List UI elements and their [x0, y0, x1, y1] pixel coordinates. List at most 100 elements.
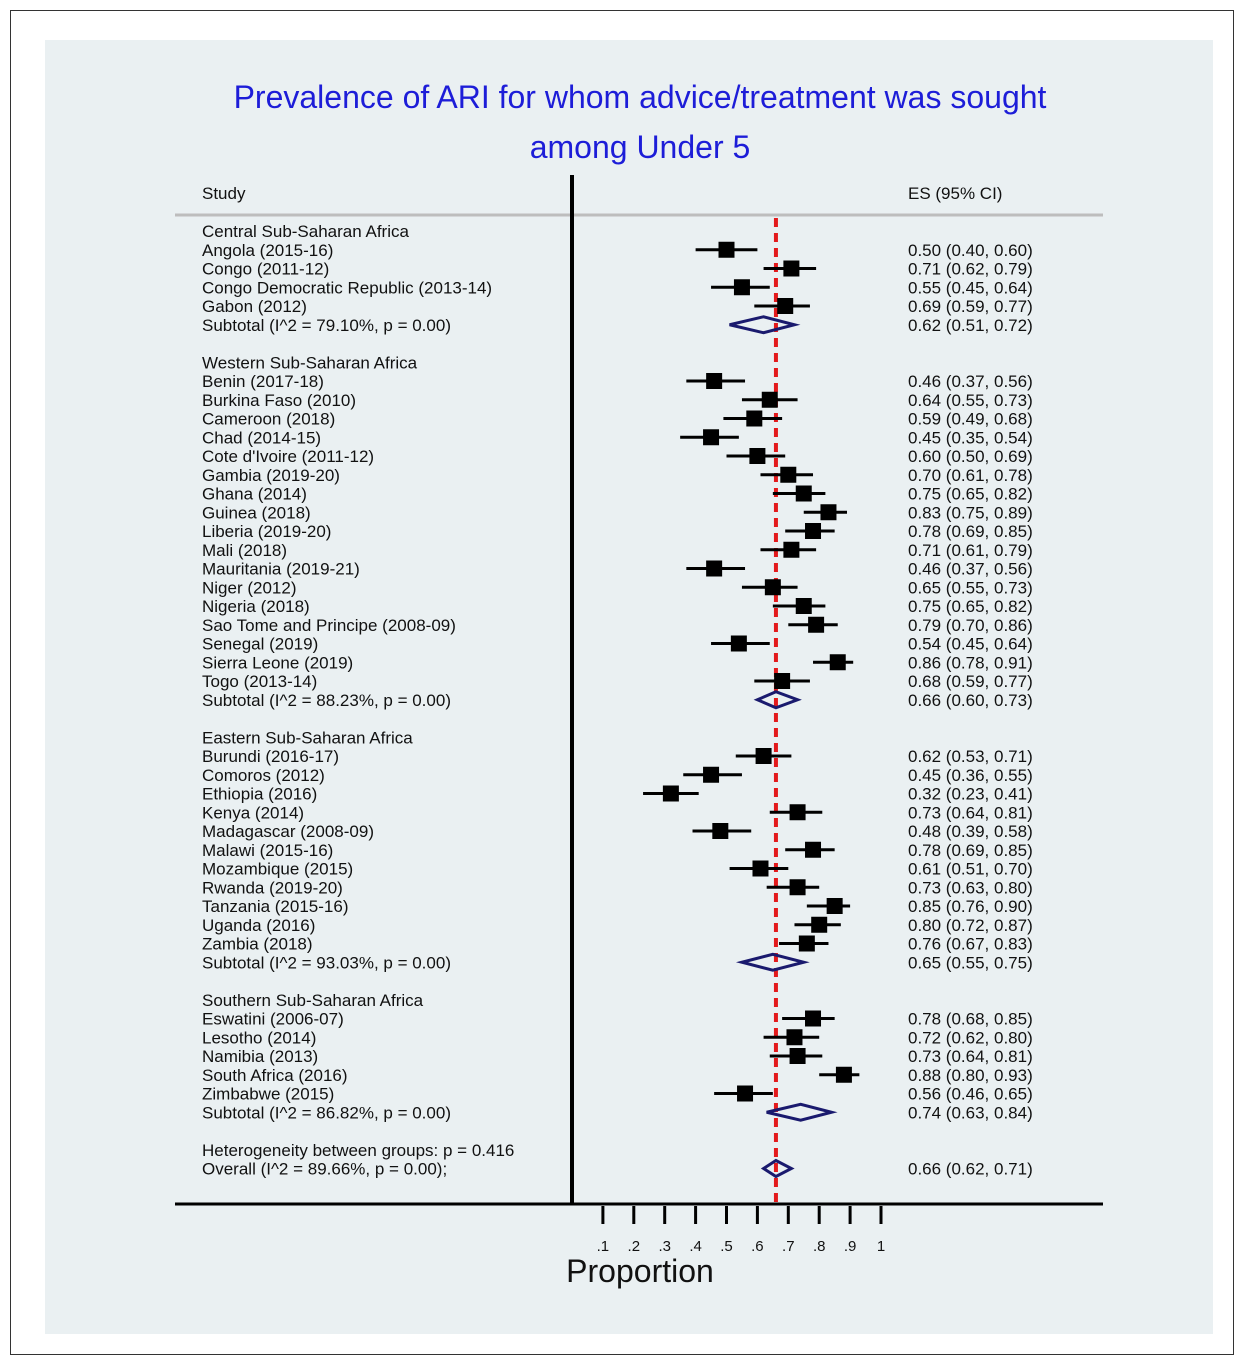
es-value: 0.59 (0.49, 0.68) — [908, 410, 1033, 429]
es-value: 0.75 (0.65, 0.82) — [908, 485, 1033, 504]
point-estimate-marker — [808, 616, 825, 633]
point-estimate-marker — [820, 504, 837, 521]
point-estimate-marker — [829, 654, 846, 671]
study-label: Mali (2018) — [202, 541, 287, 560]
es-value: 0.64 (0.55, 0.73) — [908, 391, 1033, 410]
plot-background — [45, 40, 1213, 1334]
es-value: 0.83 (0.75, 0.89) — [908, 503, 1033, 522]
study-label: Mauritania (2019-21) — [202, 560, 360, 579]
es-value: 0.55 (0.45, 0.64) — [908, 278, 1033, 297]
subtotal-es-value: 0.74 (0.63, 0.84) — [908, 1103, 1033, 1122]
es-value: 0.70 (0.61, 0.78) — [908, 466, 1033, 485]
es-value: 0.54 (0.45, 0.64) — [908, 635, 1033, 654]
study-label: Congo Democratic Republic (2013-14) — [202, 278, 492, 297]
point-estimate-marker — [798, 935, 815, 952]
es-value: 0.78 (0.69, 0.85) — [908, 522, 1033, 541]
es-value: 0.69 (0.59, 0.77) — [908, 297, 1033, 316]
es-value: 0.46 (0.37, 0.56) — [908, 372, 1033, 391]
study-label: Niger (2012) — [202, 578, 297, 597]
point-estimate-marker — [789, 1048, 806, 1064]
point-estimate-marker — [783, 541, 800, 558]
point-estimate-marker — [706, 373, 723, 389]
study-label: Cote d'Ivoire (2011-12) — [202, 447, 374, 466]
es-value: 0.71 (0.61, 0.79) — [908, 541, 1033, 560]
x-axis-label: Proportion — [566, 1253, 714, 1289]
es-value: 0.76 (0.67, 0.83) — [908, 935, 1033, 954]
point-estimate-marker — [805, 1010, 822, 1027]
study-label: Cameroon (2018) — [202, 410, 335, 429]
subtotal-diamond — [766, 1102, 838, 1122]
es-value: 0.86 (0.78, 0.91) — [908, 653, 1033, 672]
point-estimate-marker — [764, 579, 781, 596]
point-estimate-marker — [826, 898, 843, 914]
es-value: 0.79 (0.70, 0.86) — [908, 616, 1033, 635]
study-label: South Africa (2016) — [202, 1066, 348, 1085]
overall-diamond — [760, 1158, 795, 1179]
study-label: Benin (2017-18) — [202, 372, 324, 391]
subtotal-label: Subtotal (I^2 = 88.23%, p = 0.00) — [202, 691, 451, 710]
group-heading: Eastern Sub-Saharan Africa — [202, 728, 413, 747]
study-label: Uganda (2016) — [202, 916, 315, 935]
point-estimate-marker — [737, 1085, 754, 1102]
x-tick-label: .9 — [844, 1238, 857, 1255]
subtotal-diamond — [729, 315, 801, 335]
es-value: 0.73 (0.64, 0.81) — [908, 1047, 1033, 1066]
study-label: Eswatini (2006-07) — [202, 1010, 344, 1029]
study-label: Comoros (2012) — [202, 766, 325, 785]
study-label: Sao Tome and Principe (2008-09) — [202, 616, 456, 635]
x-tick-label: .7 — [782, 1238, 795, 1255]
overall-label: Overall (I^2 = 89.66%, p = 0.00); — [202, 1160, 447, 1179]
point-estimate-marker — [733, 279, 750, 296]
study-label: Togo (2013-14) — [202, 672, 317, 691]
point-estimate-marker — [777, 298, 794, 314]
es-value: 0.48 (0.39, 0.58) — [908, 822, 1033, 841]
point-estimate-marker — [789, 879, 806, 896]
point-estimate-marker — [805, 523, 822, 539]
study-label: Namibia (2013) — [202, 1047, 318, 1066]
subtotal-es-value: 0.65 (0.55, 0.75) — [908, 953, 1033, 972]
study-label: Burkina Faso (2010) — [202, 391, 356, 410]
x-tick-label: .5 — [720, 1238, 733, 1255]
es-value: 0.50 (0.40, 0.60) — [908, 241, 1033, 260]
study-label: Mozambique (2015) — [202, 860, 353, 879]
chart-title-line-1: Prevalence of ARI for whom advice/treatm… — [234, 79, 1047, 115]
study-label: Zambia (2018) — [202, 935, 313, 954]
x-tick-label: .2 — [628, 1238, 641, 1255]
study-label: Lesotho (2014) — [202, 1028, 316, 1047]
study-label: Kenya (2014) — [202, 803, 304, 822]
subtotal-label: Subtotal (I^2 = 93.03%, p = 0.00) — [202, 953, 451, 972]
point-estimate-marker — [730, 635, 747, 652]
es-value: 0.45 (0.35, 0.54) — [908, 428, 1033, 447]
es-value: 0.32 (0.23, 0.41) — [908, 785, 1033, 804]
es-value: 0.61 (0.51, 0.70) — [908, 860, 1033, 879]
point-estimate-marker — [749, 448, 766, 464]
es-value: 0.60 (0.50, 0.69) — [908, 447, 1033, 466]
study-label: Tanzania (2015-16) — [202, 897, 348, 916]
es-value: 0.78 (0.69, 0.85) — [908, 841, 1033, 860]
es-value: 0.62 (0.53, 0.71) — [908, 747, 1033, 766]
subtotal-diamond — [753, 690, 802, 710]
study-label: Gambia (2019-20) — [202, 466, 340, 485]
x-tick-label: .3 — [658, 1238, 671, 1255]
es-value: 0.56 (0.46, 0.65) — [908, 1085, 1033, 1104]
point-estimate-marker — [761, 391, 778, 408]
es-column-header: ES (95% CI) — [908, 184, 1002, 203]
study-label: Burundi (2016-17) — [202, 747, 339, 766]
es-value: 0.80 (0.72, 0.87) — [908, 916, 1033, 935]
group-heading: Southern Sub-Saharan Africa — [202, 991, 424, 1010]
study-label: Ghana (2014) — [202, 485, 307, 504]
heterogeneity-label: Heterogeneity between groups: p = 0.416 — [202, 1141, 514, 1160]
chart-title-line-2: among Under 5 — [530, 129, 751, 165]
subtotal-es-value: 0.62 (0.51, 0.72) — [908, 316, 1033, 335]
point-estimate-marker — [718, 241, 735, 258]
point-estimate-marker — [662, 785, 679, 802]
study-label: Zimbabwe (2015) — [202, 1085, 334, 1104]
study-label: Liberia (2019-20) — [202, 522, 331, 541]
study-label: Senegal (2019) — [202, 635, 318, 654]
point-estimate-marker — [752, 860, 769, 877]
study-label: Rwanda (2019-20) — [202, 878, 343, 897]
study-column-header: Study — [202, 184, 246, 203]
point-estimate-marker — [811, 916, 828, 933]
x-tick-label: .4 — [689, 1238, 702, 1255]
